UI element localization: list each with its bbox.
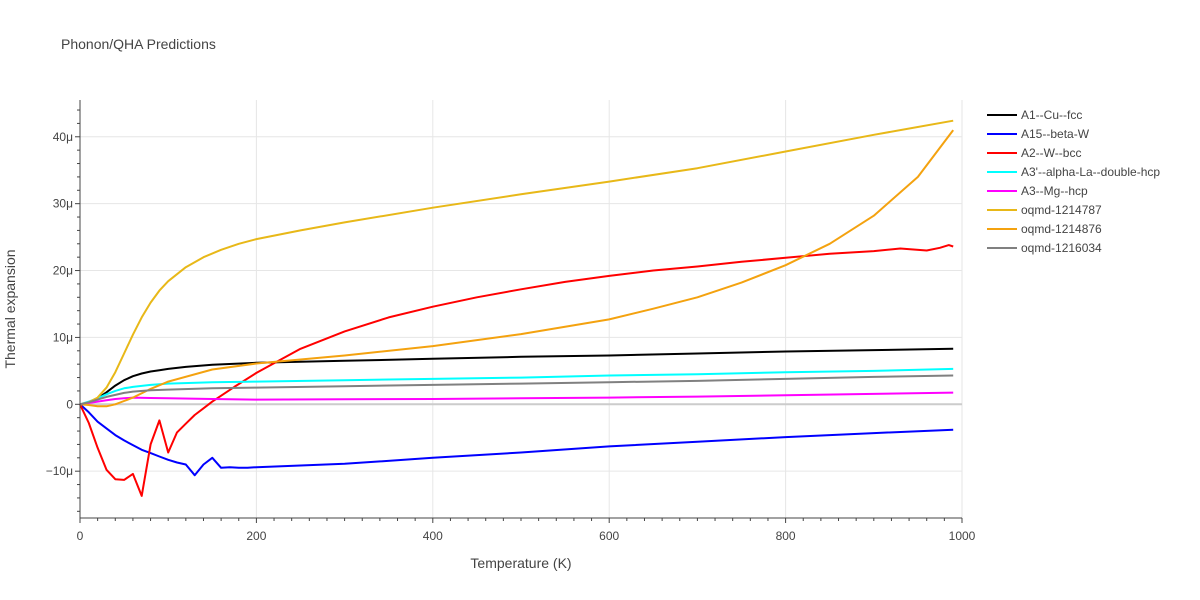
legend-label: A2--W--bcc: [1021, 146, 1081, 160]
x-tick-label: 200: [246, 529, 266, 543]
series-line-A2--W--bcc: [79, 244, 954, 497]
series-line-oqmd-1214876: [79, 129, 954, 408]
x-axis-title: Temperature (K): [470, 555, 571, 571]
x-tick-label: 1000: [949, 529, 976, 543]
series-line-A3'--alpha-La--double-hcp: [79, 367, 954, 406]
series-line-A1--Cu--fcc: [79, 347, 954, 406]
legend-item[interactable]: A3'--alpha-La--double-hcp: [987, 165, 1160, 179]
legend[interactable]: A1--Cu--fcc A15--beta-W A2--W--bcc A3'--alp…: [987, 108, 1160, 255]
grid-lines: [80, 100, 963, 518]
y-tick-label: 0: [66, 397, 73, 411]
y-tick-label: 20μ: [53, 264, 73, 278]
x-tick-label: 800: [776, 529, 796, 543]
legend-item[interactable]: A1--Cu--fcc: [987, 108, 1082, 122]
legend-label: oqmd-1214787: [1021, 203, 1102, 217]
series-lines: [79, 119, 954, 497]
legend-item[interactable]: oqmd-1216034: [987, 241, 1102, 255]
series-line-oqmd-1216034: [79, 374, 954, 406]
y-tick-label: −10μ: [46, 464, 73, 478]
legend-label: A3--Mg--hcp: [1021, 184, 1088, 198]
legend-label: oqmd-1216034: [1021, 241, 1102, 255]
x-tick-label: 400: [423, 529, 443, 543]
legend-label: A15--beta-W: [1021, 127, 1090, 141]
chart-title: Phonon/QHA Predictions: [61, 36, 216, 52]
legend-label: A3'--alpha-La--double-hcp: [1021, 165, 1160, 179]
legend-item[interactable]: oqmd-1214787: [987, 203, 1102, 217]
series-line-A15--beta-W: [79, 403, 954, 477]
series-line-A3--Mg--hcp: [79, 391, 954, 406]
y-tick-label: 10μ: [53, 330, 73, 344]
legend-label: oqmd-1214876: [1021, 222, 1102, 236]
legend-item[interactable]: A3--Mg--hcp: [987, 184, 1088, 198]
series-line-oqmd-1214787: [79, 119, 954, 406]
y-tick-label: 40μ: [53, 130, 73, 144]
y-tick-label: 30μ: [53, 197, 73, 211]
legend-label: A1--Cu--fcc: [1021, 108, 1082, 122]
y-axis-title: Thermal expansion: [2, 249, 18, 368]
legend-item[interactable]: A15--beta-W: [987, 127, 1090, 141]
legend-item[interactable]: oqmd-1214876: [987, 222, 1102, 236]
legend-item[interactable]: A2--W--bcc: [987, 146, 1081, 160]
x-tick-label: 0: [77, 529, 84, 543]
axes: −10μ 0 10μ 20μ 30μ 40μ 0 200 400 600 800 1000: [46, 100, 976, 543]
x-tick-label: 600: [599, 529, 619, 543]
